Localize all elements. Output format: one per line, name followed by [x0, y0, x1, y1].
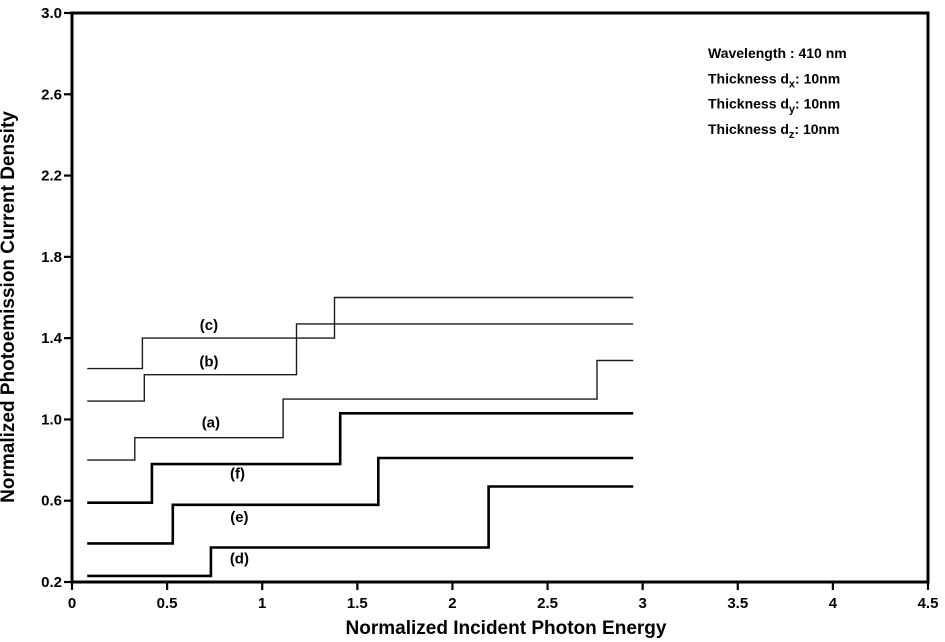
curve-e [87, 456, 634, 545]
x-tick-label: 3 [638, 595, 646, 612]
y-tick-label: 2.2 [41, 168, 62, 185]
y-tick-label: 2.6 [41, 86, 62, 103]
curve-b [87, 323, 634, 402]
x-tick-label: 4.5 [918, 595, 939, 612]
annotation-line: Thickness dz: 10nm [708, 121, 840, 141]
curve-f [87, 412, 634, 504]
x-tick-label: 0.5 [157, 595, 178, 612]
curve-label-b: (b) [199, 354, 218, 371]
x-tick-label: 1 [258, 595, 266, 612]
curve-c [87, 296, 634, 370]
annotation: Wavelength : 410 nm Thickness dx: 10nm Thi… [708, 45, 847, 141]
curve-label-c: (c) [200, 317, 218, 334]
x-tick-label: 1.5 [347, 595, 368, 612]
annotation-line: Wavelength : 410 nm [708, 45, 847, 61]
curve-label-f: (f) [230, 465, 245, 482]
curve-label-d: (d) [230, 551, 249, 568]
x-axis: 0 0.5 1 1.5 2 2.5 3 3.5 4 4.5 [68, 582, 939, 612]
curve-label-a: (a) [202, 414, 220, 431]
curves [87, 296, 634, 578]
curve-labels: (a) (b) (c) (d) (e) (f) [199, 317, 249, 568]
y-tick-label: 1.8 [41, 249, 62, 266]
y-tick-label: 3.0 [41, 5, 62, 22]
annotation-line: Thickness dx: 10nm [708, 70, 840, 90]
y-tick-label: 1.0 [41, 411, 62, 428]
x-tick-label: 0 [68, 595, 76, 612]
curve-a [87, 359, 634, 461]
y-tick-label: 0.2 [41, 574, 62, 591]
x-tick-label: 2.5 [537, 595, 558, 612]
curve-d [87, 485, 634, 578]
annotation-line: Thickness dy: 10nm [708, 96, 840, 116]
x-tick-label: 4 [829, 595, 838, 612]
curve-label-e: (e) [230, 509, 248, 526]
y-tick-label: 0.6 [41, 493, 62, 510]
x-tick-label: 2 [448, 595, 456, 612]
y-axis: 0.2 0.6 1.0 1.4 1.8 2.2 2.6 3.0 [41, 5, 72, 591]
plot-frame [70, 11, 930, 584]
x-axis-title: Normalized Incident Photon Energy [346, 618, 667, 639]
y-tick-label: 1.4 [41, 330, 63, 347]
x-tick-label: 3.5 [727, 595, 748, 612]
y-axis-title: Normalized Photoemission Current Density [0, 111, 19, 503]
